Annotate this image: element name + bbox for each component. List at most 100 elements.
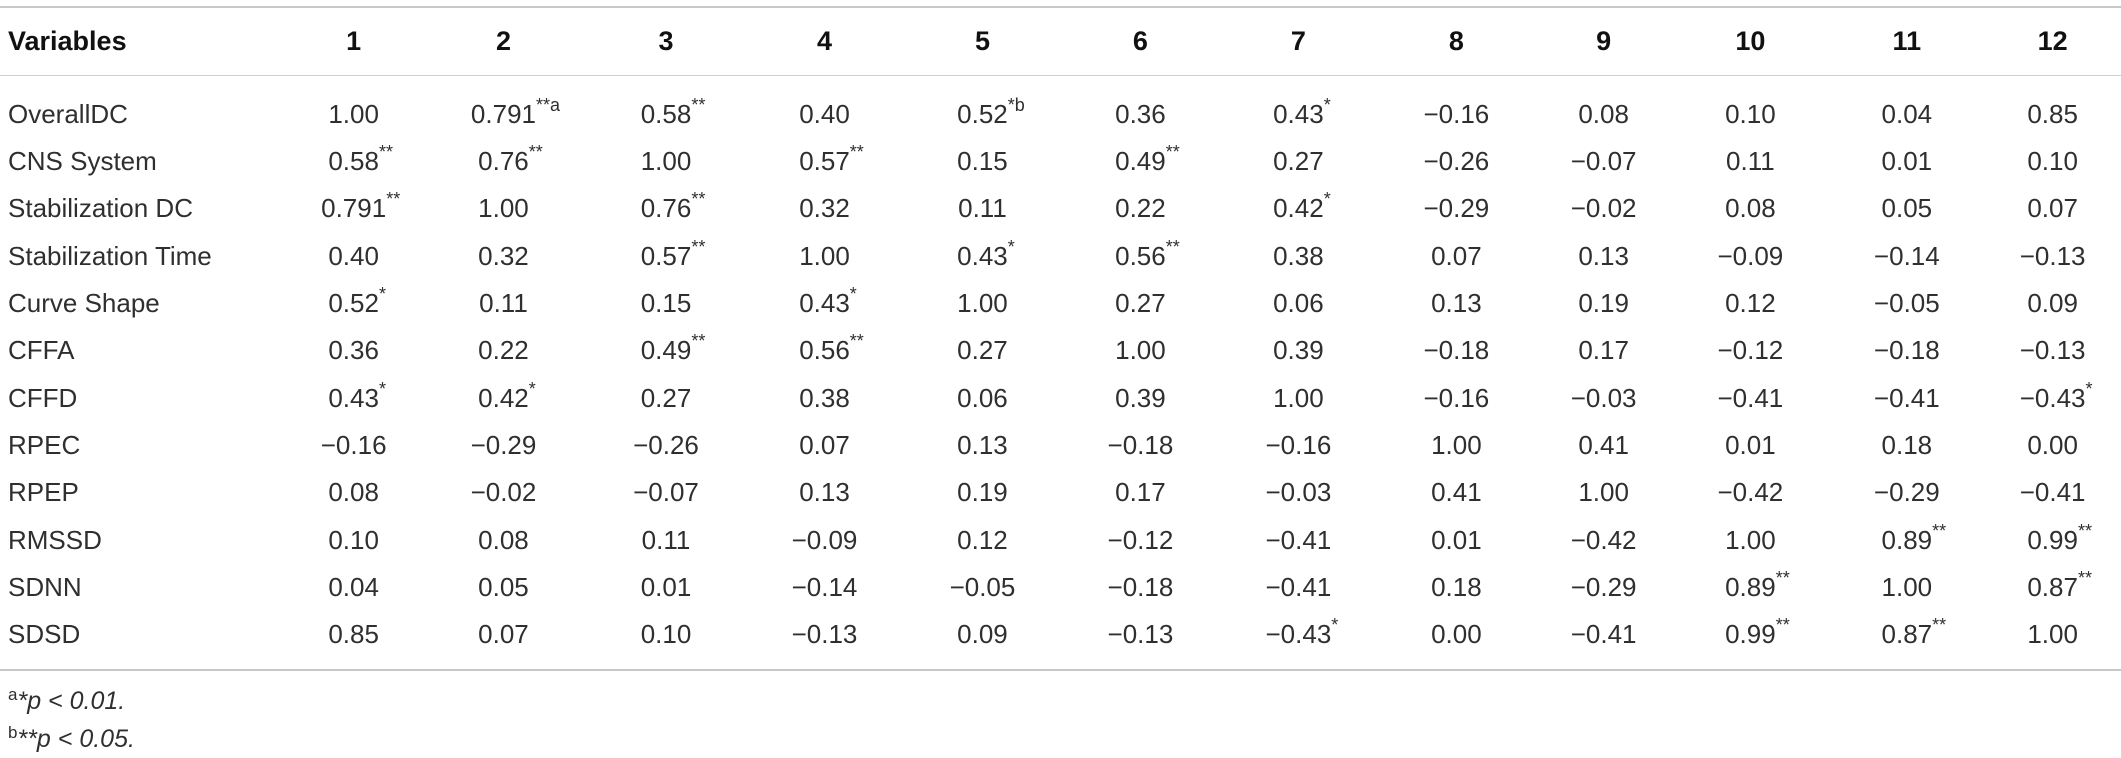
- table-row: RPEC −0.16 −0.29 −0.26 0.07 0.13 −0.18 −0.16 1.0…: [0, 422, 2121, 469]
- cell-value: 0.11: [958, 193, 1007, 224]
- significance-marker: **: [378, 142, 393, 163]
- cell-value: −0.16: [1423, 99, 1490, 129]
- table-row: CFFD 0.43 * 0.42 * 0.27 0.38 0.06 0.39 1.00 −0.16−…: [0, 374, 2121, 421]
- cell-value: −0.43: [1265, 619, 1332, 650]
- row-label: SDNN: [8, 571, 82, 602]
- cell-value: 0.791: [321, 193, 387, 224]
- cell-content: 0.89 **: [1882, 521, 1947, 556]
- cell-value: 0.01: [1431, 524, 1482, 555]
- column-header: 6: [1132, 26, 1148, 56]
- table-cell: −0.18: [1377, 327, 1536, 374]
- cell-content: 0.40: [799, 99, 850, 130]
- cell-value: 0.15: [957, 146, 1008, 177]
- footnote-marker: b: [8, 723, 18, 742]
- cell-content: 0.42 *: [478, 379, 536, 414]
- cell-content: 0.36: [328, 335, 379, 366]
- cell-content: 0.43 *: [957, 237, 1015, 272]
- table-cell: 0.08: [287, 469, 419, 516]
- cell-value: −0.14: [1873, 240, 1940, 271]
- cell-content: −0.26: [1423, 146, 1489, 177]
- cell-value: −0.12: [1717, 335, 1784, 366]
- cell-content: 0.791 **a: [471, 95, 560, 130]
- cell-value: 0.13: [957, 429, 1008, 460]
- significance-marker: *: [1323, 189, 1331, 210]
- table-cell: 0.07: [1984, 185, 2121, 232]
- cell-content: 1.00: [1725, 525, 1776, 556]
- cell-content: 0.11: [479, 288, 528, 319]
- table-cell: 0.87 **: [1829, 611, 1984, 658]
- cell-value: 0.41: [1578, 429, 1629, 460]
- cell-value: −0.16: [1265, 429, 1332, 460]
- cell-value: 0.99: [1725, 619, 1776, 650]
- table-cell: 0.18: [1829, 422, 1984, 469]
- cell-value: −0.42: [1717, 477, 1784, 508]
- row-label: Stabilization Time: [8, 240, 212, 271]
- row-label: RPEP: [8, 477, 79, 508]
- table-cell: 0.05: [1829, 185, 1984, 232]
- cell-value: 0.22: [478, 335, 529, 366]
- cell-content: 0.11: [642, 525, 691, 556]
- table-row: CFFA 0.36 0.22 0.49 ** 0.56 ** 0.27 1.00 0.39 −0.1…: [0, 327, 2121, 374]
- significance-marker: **: [2077, 520, 2092, 541]
- cell-content: −0.05: [950, 572, 1016, 603]
- cell-content: 0.10: [328, 525, 379, 556]
- cell-value: −0.09: [791, 524, 858, 555]
- table-row: OverallDC 1.00 0.791 **a 0.58 ** 0.40 0.52 *b 0.3…: [0, 75, 2121, 138]
- cell-content: 0.57 **: [641, 237, 706, 272]
- table-cell: 0.56 **: [1061, 233, 1220, 280]
- significance-marker: **: [691, 236, 706, 257]
- cell-value: 0.04: [1881, 99, 1933, 129]
- table-cell: −0.03: [1220, 469, 1377, 516]
- cell-value: 0.10: [1725, 99, 1776, 129]
- cell-content: 0.32: [478, 241, 529, 272]
- significance-marker: **: [849, 142, 864, 163]
- cell-value: 0.56: [1115, 240, 1166, 271]
- cell-value: −0.18: [1873, 335, 1940, 366]
- table-cell: 1.00: [745, 233, 904, 280]
- significance-marker: **: [1775, 567, 1790, 588]
- cell-content: −0.16: [321, 430, 387, 461]
- table-cell: 0.40: [745, 75, 904, 138]
- cell-value: 0.18: [1431, 571, 1482, 602]
- cell-value: −0.29: [1570, 571, 1637, 602]
- cell-value: −0.07: [1570, 146, 1637, 177]
- table-cell: 0.11: [420, 280, 587, 327]
- cell-content: 0.01: [1882, 146, 1933, 177]
- cell-content: −0.07: [1571, 146, 1637, 177]
- cell-value: 0.38: [1273, 240, 1324, 271]
- table-cell: 0.06: [1220, 280, 1377, 327]
- table-cell: 0.00: [1984, 422, 2121, 469]
- cell-content: 0.08: [1578, 99, 1629, 130]
- table-cell: 0.10: [1671, 75, 1829, 138]
- table-cell: −0.42: [1536, 516, 1672, 563]
- table-cell: 1.00: [1671, 516, 1829, 563]
- cell-value: 0.43: [1273, 99, 1324, 129]
- table-cell: 0.19: [1536, 280, 1672, 327]
- row-label: Curve Shape: [8, 288, 160, 319]
- table-cell: 0.05: [420, 564, 587, 611]
- cell-value: −0.13: [1107, 619, 1174, 650]
- cell-value: 0.11: [1726, 146, 1775, 177]
- cell-value: 0.10: [640, 619, 692, 650]
- cell-value: 1.00: [1881, 571, 1933, 602]
- cell-content: 1.00: [2027, 619, 2078, 650]
- column-header: 10: [1735, 26, 1766, 56]
- table-row: SDNN 0.04 0.05 0.01 −0.14 −0.05 −0.18 −0.41 0.18…: [0, 564, 2121, 611]
- significance-marker: **: [691, 95, 706, 115]
- cell-value: −0.09: [1717, 240, 1784, 271]
- cell-content: 0.06: [1273, 288, 1324, 319]
- table-cell: −0.13: [1984, 327, 2121, 374]
- cell-content: 0.27: [1115, 288, 1166, 319]
- table-cell: 0.42 *: [420, 374, 587, 421]
- cell-value: 0.08: [328, 477, 379, 508]
- cell-value: 0.43: [328, 382, 379, 413]
- column-header: 12: [2037, 26, 2068, 56]
- cell-value: 0.27: [957, 335, 1008, 366]
- cell-content: −0.16: [1423, 383, 1489, 414]
- table-cell: 0.11: [1671, 138, 1829, 185]
- table-cell: 0.39: [1061, 374, 1220, 421]
- cell-value: 0.05: [1881, 193, 1933, 224]
- table-cell: 0.76 **: [420, 138, 587, 185]
- column-header: 9: [1596, 26, 1612, 56]
- cell-value: 0.08: [478, 524, 529, 555]
